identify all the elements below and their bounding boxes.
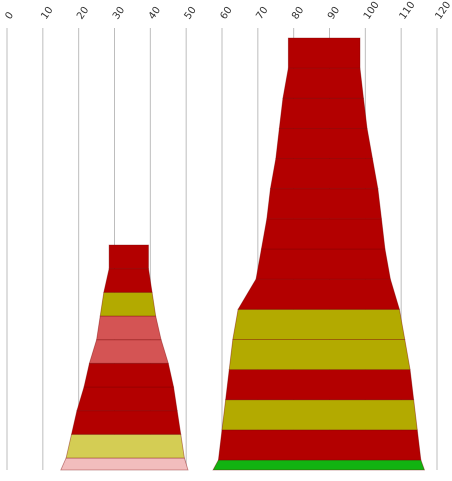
x-tick-label-110: 110 [398, 0, 418, 22]
tower-2-band-3 [221, 399, 418, 431]
tower-1-band-6 [88, 339, 169, 364]
tower-2-band-5 [228, 338, 411, 371]
tower-1-band-5 [83, 362, 175, 388]
tower-1-band-1 [60, 457, 189, 471]
x-tick-label-40: 40 [147, 5, 163, 22]
x-tick-label-30: 30 [111, 5, 127, 22]
tower-1 [60, 244, 189, 471]
tower-2-band-1 [212, 459, 426, 471]
tower-2-band-15 [287, 37, 361, 69]
x-tick-label-20: 20 [75, 5, 91, 22]
x-tick-label-120: 120 [433, 0, 452, 22]
x-tick-label-80: 80 [290, 5, 306, 22]
x-tick-label-60: 60 [218, 5, 234, 22]
tower-2-band-10 [266, 188, 382, 220]
tower-2-band-8 [255, 248, 391, 280]
x-tick-label-70: 70 [254, 5, 270, 22]
tower-1-band-4 [76, 386, 178, 412]
x-tick-label-50: 50 [183, 5, 199, 22]
x-tick-label-10: 10 [39, 5, 55, 22]
tower-2-band-4 [225, 369, 415, 401]
tower-1-band-2 [65, 433, 185, 459]
tower-2-band-14 [282, 67, 364, 99]
tower-2-band-12 [275, 127, 373, 160]
tower-1-band-7 [96, 315, 162, 341]
tower-2-band-9 [260, 218, 386, 250]
tower-1-band-9 [103, 268, 153, 293]
tower-2-band-6 [232, 308, 406, 340]
tower-2-band-7 [237, 278, 400, 310]
tower-1-band-10 [108, 244, 149, 270]
x-tick-label-90: 90 [326, 5, 342, 22]
tower-2-band-2 [217, 429, 422, 461]
tower-2 [212, 37, 426, 471]
tower-2-band-13 [278, 97, 368, 129]
tower-1-band-8 [99, 291, 157, 317]
x-tick-label-100: 100 [362, 0, 382, 22]
x-axis-tick-labels: 0 10 20 30 40 50 60 70 80 90 100 110 120 [3, 0, 452, 22]
towers [60, 37, 426, 471]
tower-2-band-11 [269, 158, 379, 190]
tower-1-band-3 [70, 410, 182, 435]
x-tick-label-0: 0 [3, 10, 16, 22]
